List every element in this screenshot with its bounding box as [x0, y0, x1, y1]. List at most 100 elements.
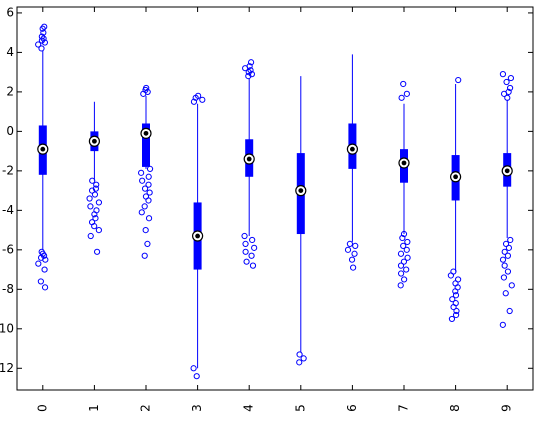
outlier — [93, 248, 101, 255]
outlier — [344, 246, 352, 253]
outlier — [95, 226, 102, 234]
x-tick-label: 6 — [345, 404, 359, 412]
outlier — [506, 307, 513, 315]
median-dot — [453, 174, 458, 180]
outlier — [37, 278, 44, 285]
outlier — [88, 187, 96, 194]
outlier — [243, 258, 250, 265]
outlier — [400, 242, 407, 249]
outlier — [400, 80, 407, 88]
outlier — [40, 29, 47, 36]
median-dot — [504, 168, 510, 174]
x-tick-label: 9 — [500, 404, 514, 412]
outlier — [247, 67, 254, 74]
outlier — [404, 254, 411, 261]
outlier — [42, 256, 49, 263]
outlier — [87, 232, 94, 240]
outlier — [40, 35, 47, 42]
outlier — [141, 185, 149, 192]
y-tick-label: 0 — [6, 124, 14, 138]
outlier — [453, 307, 460, 315]
outlier — [35, 41, 42, 48]
outlier — [248, 252, 255, 259]
outlier — [145, 197, 152, 204]
box — [142, 123, 150, 167]
outlier — [452, 292, 460, 299]
outlier — [398, 94, 405, 101]
outlier — [87, 203, 94, 210]
outlier — [401, 276, 408, 283]
outlier — [247, 59, 255, 66]
outlier — [348, 256, 356, 263]
outlier — [397, 250, 405, 257]
x-tick-label: 4 — [242, 404, 256, 412]
median-dot — [401, 160, 407, 166]
outlier — [146, 165, 154, 172]
outlier — [403, 266, 410, 273]
x-tick-label: 2 — [139, 404, 153, 412]
outlier — [195, 92, 202, 99]
outlier — [300, 355, 307, 362]
outlier — [501, 262, 508, 269]
y-tick-label: 4 — [6, 45, 14, 59]
x-tick-label: 0 — [35, 404, 49, 412]
outlier — [138, 209, 145, 216]
median-dot — [92, 138, 97, 144]
outlier — [251, 244, 258, 251]
outlier — [400, 258, 408, 265]
y-tick-label: 2 — [6, 84, 14, 98]
outlier — [397, 282, 404, 289]
outlier — [499, 321, 506, 328]
outlier — [452, 311, 460, 319]
outlier — [450, 303, 457, 311]
outlier — [504, 252, 512, 259]
median-dot — [195, 233, 201, 239]
outlier — [248, 71, 255, 78]
outlier — [507, 74, 514, 82]
y-tick-label: -6 — [2, 242, 14, 256]
outlier — [352, 242, 359, 249]
outlier — [92, 215, 99, 222]
outlier — [145, 215, 153, 222]
median-dot — [350, 146, 355, 152]
outlier — [503, 78, 510, 86]
outlier — [502, 240, 510, 248]
outlier — [86, 195, 93, 202]
outlier — [95, 199, 103, 206]
outlier — [397, 262, 405, 269]
outlier — [296, 351, 303, 358]
x-tick-label: 8 — [448, 404, 462, 412]
outlier — [93, 181, 100, 188]
outlier — [508, 282, 515, 289]
x-tick-label: 1 — [87, 404, 101, 412]
outlier — [199, 96, 206, 103]
outlier — [138, 169, 145, 176]
outlier — [397, 270, 405, 277]
outlier — [242, 240, 249, 248]
outlier — [145, 173, 152, 180]
outlier — [350, 264, 357, 271]
y-tick-label: -10 — [0, 321, 14, 335]
outlier — [41, 266, 48, 273]
median-dot — [143, 130, 149, 136]
outlier — [241, 232, 248, 240]
outlier — [190, 98, 198, 105]
y-tick-label: -2 — [2, 163, 14, 177]
y-tick-label: -4 — [2, 203, 14, 217]
outlier — [500, 274, 508, 281]
outlier — [448, 315, 456, 323]
outlier — [505, 88, 512, 95]
outlier — [193, 373, 200, 380]
median-dot — [246, 156, 252, 162]
outlier — [504, 268, 512, 275]
outlier — [91, 211, 98, 218]
x-tick-label: 7 — [397, 404, 411, 412]
outlier — [296, 359, 303, 366]
x-tick-label: 3 — [190, 404, 204, 412]
outlier — [142, 226, 149, 234]
outlier — [449, 296, 456, 303]
outlier — [507, 236, 514, 244]
outlier — [455, 76, 462, 84]
outlier — [190, 365, 197, 372]
outlier — [505, 244, 513, 251]
